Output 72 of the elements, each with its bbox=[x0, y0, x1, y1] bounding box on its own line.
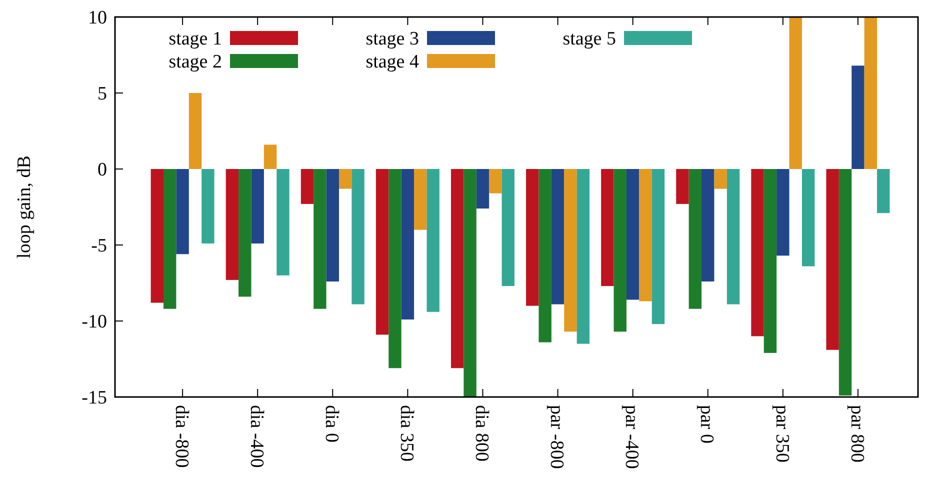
x-tick-label: dia 350 bbox=[396, 405, 418, 462]
bar bbox=[576, 169, 590, 344]
x-tick-label: dia -800 bbox=[170, 405, 192, 468]
bar bbox=[538, 169, 552, 342]
legend-label: stage 4 bbox=[366, 52, 420, 73]
bar bbox=[714, 169, 727, 189]
x-tick-label: par 350 bbox=[771, 405, 792, 463]
bar bbox=[726, 169, 740, 304]
bar bbox=[489, 169, 502, 194]
bar bbox=[276, 169, 290, 276]
bar bbox=[652, 169, 665, 324]
x-tick-label: dia 0 bbox=[320, 405, 342, 442]
bar bbox=[502, 169, 514, 286]
legend-label: stage 3 bbox=[366, 28, 419, 50]
bar bbox=[601, 169, 614, 286]
y-tick-label: -10 bbox=[82, 312, 107, 333]
bar bbox=[338, 169, 352, 189]
bar bbox=[476, 169, 490, 209]
bar bbox=[414, 169, 427, 230]
bar bbox=[401, 169, 414, 320]
bar bbox=[702, 169, 714, 282]
bar bbox=[251, 169, 264, 244]
y-tick-label: 10 bbox=[88, 8, 107, 29]
bar bbox=[676, 169, 689, 204]
legend-label: stage 5 bbox=[562, 28, 616, 50]
bar bbox=[877, 169, 890, 214]
bar bbox=[176, 169, 189, 254]
y-tick-label: 0 bbox=[98, 160, 107, 181]
x-tick-label: par -800 bbox=[546, 405, 568, 469]
x-tick-label: par 800 bbox=[846, 405, 868, 463]
y-tick-label: -15 bbox=[82, 388, 107, 409]
x-tick-label: par -400 bbox=[621, 405, 642, 469]
legend-label: stage 1 bbox=[168, 28, 222, 50]
bar bbox=[464, 169, 476, 397]
bar bbox=[264, 144, 277, 169]
bar bbox=[764, 169, 777, 353]
bar bbox=[789, 17, 802, 169]
x-tick-label: par 0 bbox=[696, 405, 718, 444]
bar bbox=[564, 169, 577, 332]
bar bbox=[376, 169, 389, 335]
bar bbox=[314, 169, 326, 309]
y-tick-label: -5 bbox=[91, 236, 107, 257]
bar bbox=[163, 169, 176, 309]
bar bbox=[150, 169, 164, 303]
bar bbox=[226, 169, 239, 280]
bar bbox=[202, 169, 214, 244]
bar bbox=[626, 169, 640, 300]
bar bbox=[688, 169, 702, 309]
bar bbox=[526, 169, 539, 306]
bar bbox=[300, 169, 314, 204]
bar bbox=[388, 169, 402, 368]
bar bbox=[352, 169, 364, 304]
bar bbox=[614, 169, 626, 332]
bar bbox=[852, 66, 864, 169]
bar bbox=[864, 17, 878, 169]
y-tick-label: 5 bbox=[98, 84, 107, 105]
legend-label: stage 2 bbox=[168, 52, 222, 73]
bar bbox=[551, 169, 564, 304]
x-tick-label: dia 800 bbox=[471, 405, 492, 462]
bar bbox=[802, 169, 815, 266]
bar bbox=[838, 169, 852, 396]
bar bbox=[238, 169, 252, 297]
bar bbox=[450, 169, 464, 368]
bar bbox=[776, 169, 790, 256]
bar bbox=[326, 169, 339, 282]
bar bbox=[188, 93, 202, 169]
bar bbox=[751, 169, 764, 336]
y-axis-title: loop gain, dB bbox=[14, 156, 35, 258]
bar bbox=[426, 169, 440, 312]
bar bbox=[639, 169, 652, 302]
x-tick-label: dia -400 bbox=[246, 405, 267, 468]
bar bbox=[826, 169, 839, 350]
